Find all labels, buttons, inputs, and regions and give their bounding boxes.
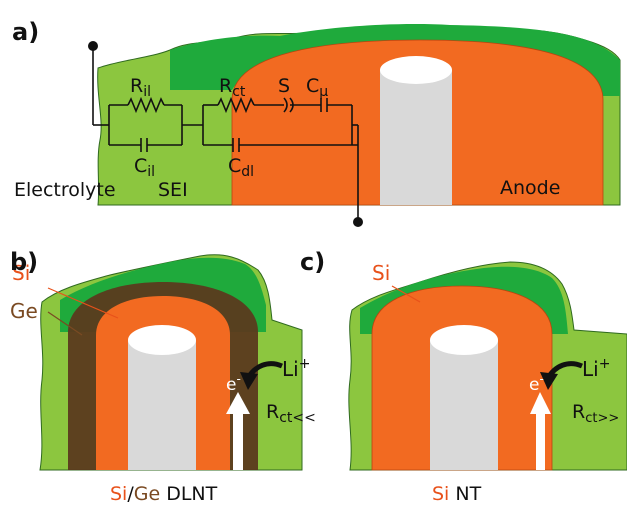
panel-b-letter: b): [10, 248, 38, 276]
label-electrolyte: Electrolyte: [14, 179, 116, 201]
resistor-rct: [217, 96, 255, 114]
panel-b-rct-label: Rct<<: [266, 401, 316, 426]
panel-c-li-arrow-head: [540, 372, 558, 390]
panel-b-si-leader: [47, 287, 119, 319]
label-s: S: [278, 75, 290, 97]
panel-c-letter: c): [300, 248, 325, 276]
panel-c-electron-label: e-: [529, 372, 544, 395]
panel-a-core: [380, 70, 452, 205]
panel-a-letter: a): [12, 18, 39, 46]
panel-b-caption: Si/Ge DLNT: [110, 483, 218, 505]
panel-b-core-top: [128, 325, 196, 355]
panel-c-si-label: Si: [372, 261, 390, 285]
panel-c-electron-arrow-shaft: [536, 412, 545, 470]
label-c-dl: Cdl: [228, 155, 254, 180]
panel-c-core: [430, 340, 498, 470]
panel-a-core-top: [380, 56, 452, 84]
panel-c-core-top: [430, 325, 498, 355]
panel-a: Ril Cil Rct Cdl S Cμ Electrolyte SEI Ano…: [12, 18, 621, 227]
panel-c-si-leader: [391, 285, 421, 303]
panel-c-rct-label: Rct>>: [572, 401, 619, 426]
panel-b-core: [128, 340, 196, 470]
panel-c-electron-arrow-head: [530, 392, 551, 414]
panel-b-ge-leader: [47, 311, 83, 336]
label-sei: SEI: [158, 179, 188, 201]
panel-c-caption: Si NT: [432, 483, 482, 505]
panel-a-sei-layer: [170, 24, 620, 96]
resistor-ril: [127, 96, 165, 114]
panel-b-ge-label: Ge: [10, 299, 38, 323]
panel-b-li-arrow-head: [240, 372, 258, 390]
panel-b-electron-arrow-shaft: [233, 412, 243, 470]
panel-b-li-label: Li+: [282, 356, 310, 381]
label-c-il: Cil: [134, 155, 155, 180]
label-r-il: Ril: [130, 75, 151, 100]
panel-b-electron-arrow-head: [226, 392, 250, 414]
label-c-mu: Cμ: [306, 75, 328, 100]
label-r-ct: Rct: [219, 75, 246, 100]
panel-b-si-label: Si: [12, 261, 30, 285]
panel-c: Si e- Li+ Rct>> Si NT c): [300, 248, 627, 505]
panel-a-circuit: [88, 41, 363, 227]
panel-b: Si Ge e- Li+ Rct<< Si/Ge DLNT b): [10, 248, 316, 505]
panel-b-electron-label: e-: [226, 372, 241, 395]
panel-c-li-label: Li+: [582, 356, 610, 381]
label-anode: Anode: [500, 177, 560, 199]
